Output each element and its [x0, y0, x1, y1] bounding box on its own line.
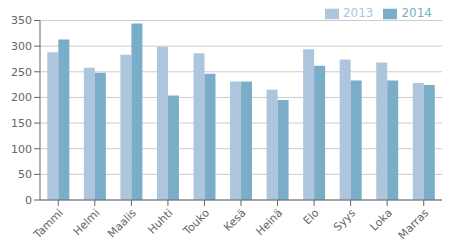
svg-text:Tammi: Tammi — [30, 206, 65, 241]
svg-text:300: 300 — [11, 40, 32, 53]
svg-text:Elo: Elo — [301, 206, 322, 227]
svg-text:350: 350 — [11, 14, 32, 27]
svg-text:Helmi: Helmi — [71, 206, 103, 238]
svg-text:50: 50 — [18, 168, 32, 181]
svg-text:0: 0 — [25, 194, 32, 207]
svg-text:Heinä: Heinä — [254, 206, 286, 238]
svg-text:250: 250 — [11, 66, 32, 79]
svg-text:Loka: Loka — [368, 206, 395, 233]
svg-text:Syys: Syys — [331, 206, 359, 234]
svg-text:Maalis: Maalis — [105, 206, 139, 240]
svg-text:Huhti: Huhti — [145, 206, 175, 236]
svg-text:150: 150 — [11, 117, 32, 130]
html-text:2013: 2013 — [342, 6, 374, 20]
svg-text:Kesä: Kesä — [221, 206, 249, 234]
svg-text:Marras: Marras — [396, 206, 432, 242]
html-text:2014: 2014 — [401, 6, 432, 20]
svg-text:Touko: Touko — [180, 206, 212, 238]
svg-text:200: 200 — [11, 91, 32, 104]
svg-text:100: 100 — [11, 143, 32, 156]
